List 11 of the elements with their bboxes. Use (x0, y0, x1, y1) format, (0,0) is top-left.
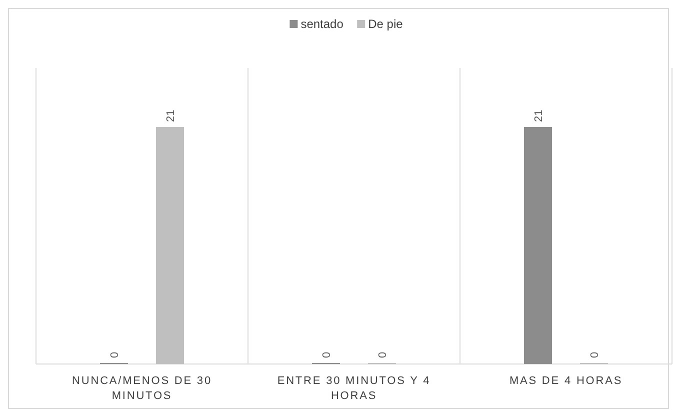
x-tick-label: MAS DE 4 HORAS (509, 375, 623, 387)
legend-label: sentado (300, 17, 344, 31)
data-label: 21 (533, 110, 545, 122)
data-label: 21 (165, 110, 177, 122)
x-tick-label: NUNCA/MENOS DE 30 MINUTOS (72, 375, 212, 402)
data-label: 0 (321, 352, 333, 358)
data-label: 0 (589, 352, 601, 358)
x-tick-label: ENTRE 30 MINUTOS Y 4 HORAS (277, 375, 431, 402)
data-label: 0 (377, 352, 389, 358)
data-label: 0 (109, 352, 121, 358)
legend-label: De pie (368, 17, 404, 31)
